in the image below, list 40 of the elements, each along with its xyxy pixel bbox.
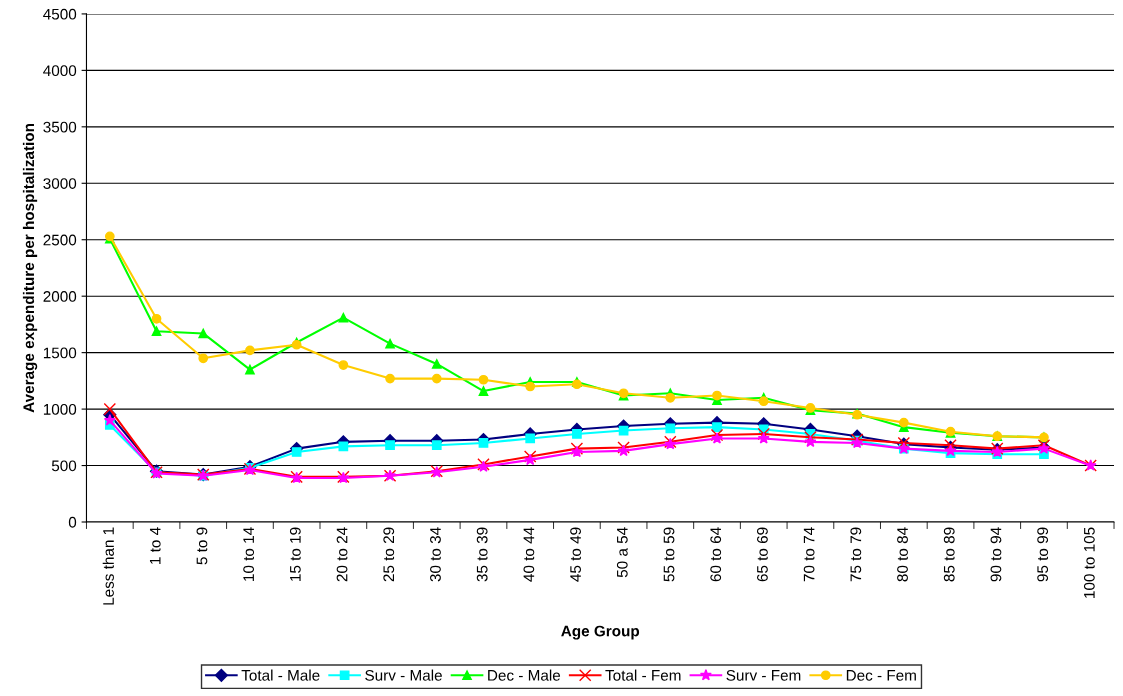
y-tick-label: 3000 <box>43 178 77 189</box>
legend-label: Total - Fem <box>605 669 681 681</box>
x-tick-label: 15 to 19 <box>289 527 301 581</box>
x-tick-label: 95 to 99 <box>1037 527 1049 582</box>
y-tick-label: 500 <box>51 460 77 472</box>
legend-label: Surv - Fem <box>726 669 801 681</box>
x-tick-label: 50 a 54 <box>616 527 628 578</box>
legend-label: Surv - Male <box>365 669 442 681</box>
x-tick-label: 35 to 39 <box>476 527 488 582</box>
x-tick-label: 40 to 44 <box>523 527 535 582</box>
y-tick-label: 3500 <box>43 121 77 133</box>
x-tick-label: 100 to 105 <box>1083 527 1095 598</box>
y-tick-label: 2500 <box>43 234 77 246</box>
x-tick-label: 20 to 24 <box>336 527 348 582</box>
y-tick-label: 0 <box>68 516 77 528</box>
x-tick-label: 75 to 79 <box>850 527 862 582</box>
x-tick-label: 5 to 9 <box>196 527 208 565</box>
x-tick-label: 85 to 89 <box>943 527 955 582</box>
x-tick-label: 55 to 59 <box>663 527 675 582</box>
x-tick-label: 90 to 94 <box>990 527 1002 582</box>
x-tick-label: 60 to 64 <box>710 527 722 582</box>
y-tick-label: 2000 <box>43 291 77 302</box>
x-tick-label: 65 to 69 <box>757 527 768 582</box>
x-tick-label: 80 to 84 <box>897 527 908 582</box>
legend-label: Dec - Fem <box>846 670 916 681</box>
x-axis-title: Age Group <box>561 625 640 640</box>
y-tick-label: 1000 <box>43 403 77 415</box>
y-tick-label: 4000 <box>43 65 77 77</box>
y-axis-title: Average expenditure per hospitalization <box>22 124 38 413</box>
y-tick-label: 1500 <box>43 347 77 359</box>
x-tick-label: 25 to 29 <box>383 527 395 582</box>
legend-label: Total - Male <box>241 669 320 681</box>
x-tick-label: 70 to 74 <box>803 527 815 582</box>
legend-label: Dec - Male <box>488 669 561 681</box>
x-tick-label: 1 to 4 <box>149 527 161 564</box>
x-tick-label: 30 to 34 <box>430 527 441 582</box>
x-tick-label: Less than 1 <box>102 527 114 605</box>
x-tick-label: 45 to 49 <box>570 527 581 582</box>
x-tick-label: 10 to 14 <box>243 527 255 581</box>
y-tick-label: 4500 <box>43 8 77 20</box>
